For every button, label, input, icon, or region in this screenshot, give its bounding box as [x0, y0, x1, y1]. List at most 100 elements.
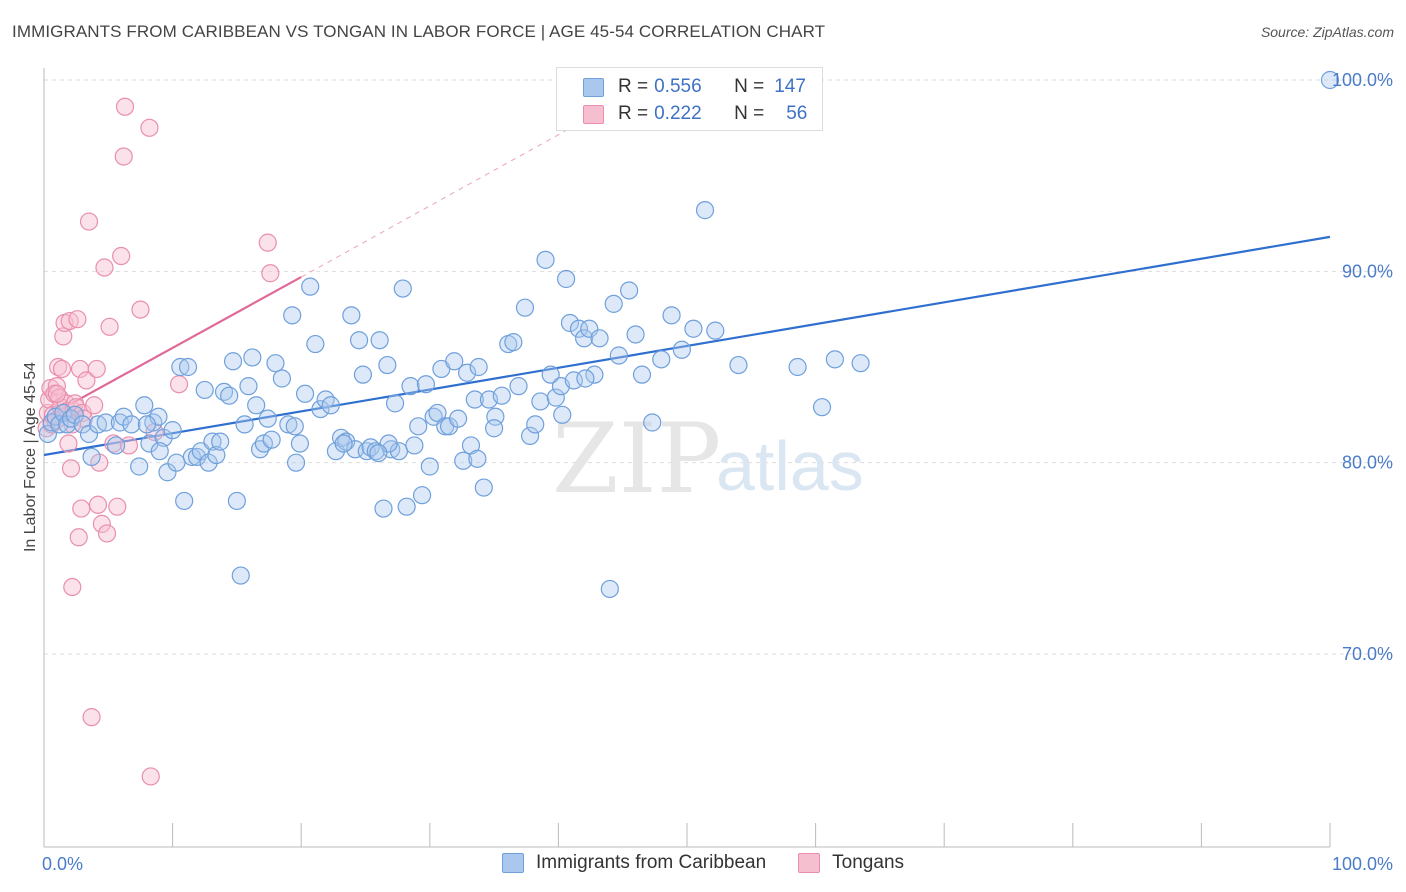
tongan-point — [85, 396, 104, 415]
caribbean-point — [290, 434, 310, 453]
caribbean-point — [695, 201, 715, 220]
caribbean-point — [301, 277, 320, 296]
caribbean-point — [227, 491, 246, 511]
caribbean-point — [211, 432, 230, 451]
tongan-point — [79, 212, 99, 231]
legend-label-caribbean: Immigrants from Caribbean — [535, 852, 767, 873]
caribbean-point — [526, 415, 545, 434]
legend-item-tongans[interactable]: Tongans — [798, 852, 904, 874]
caribbean-point — [135, 396, 154, 415]
tongan-point — [72, 499, 91, 518]
caribbean-point — [620, 281, 639, 300]
caribbean-point — [295, 384, 315, 403]
caribbean-point — [626, 325, 645, 344]
caribbean-point — [405, 436, 424, 455]
caribbean-point — [609, 346, 628, 365]
caribbean-points — [38, 70, 1340, 599]
legend-item-caribbean[interactable]: Immigrants from Caribbean — [501, 852, 767, 874]
tongan-point — [88, 495, 108, 514]
y-tick-labels: 70.0% 80.0% 90.0% 100.0% — [1332, 70, 1393, 664]
tongan-point — [61, 459, 81, 478]
caribbean-point — [207, 445, 226, 465]
caribbean-point — [279, 415, 298, 434]
caribbean-point — [600, 579, 619, 599]
caribbean-point — [137, 415, 156, 434]
legend-row-caribbean: R = 0.556 N = 147 — [583, 75, 806, 99]
legend-n-value: 56 — [786, 103, 808, 124]
caribbean-point — [195, 380, 214, 400]
legend-r-label: R = — [618, 103, 649, 124]
caribbean-point — [662, 306, 681, 325]
caribbean-point — [370, 331, 389, 350]
tongan-point — [54, 327, 73, 346]
caribbean-point — [531, 392, 550, 411]
caribbean-point — [401, 377, 420, 396]
caribbean-point — [560, 313, 580, 333]
caribbean-point — [182, 447, 201, 467]
tongan-point — [112, 246, 131, 266]
y-tick-label: 70.0% — [1342, 644, 1393, 664]
legend-row-tongan: R = 0.222 N = 56 — [583, 102, 807, 126]
caribbean-point — [167, 453, 186, 472]
caribbean-point — [672, 340, 691, 359]
caribbean-point — [243, 348, 262, 367]
caribbean-point — [378, 355, 397, 375]
caribbean-point — [474, 478, 493, 497]
caribbean-point — [393, 279, 412, 298]
caribbean-point — [374, 499, 393, 518]
legend-swatch-pink — [583, 104, 604, 124]
tongan-point — [87, 359, 106, 379]
caribbean-point — [485, 419, 504, 438]
caribbean-point — [1320, 70, 1340, 90]
grid-lines — [44, 79, 1390, 655]
caribbean-point — [175, 491, 194, 511]
caribbean-point — [445, 352, 464, 371]
caribbean-point — [306, 334, 325, 354]
caribbean-point — [684, 319, 703, 338]
caribbean-point — [706, 321, 725, 340]
legend-n-value: 147 — [774, 76, 806, 97]
caribbean-point — [266, 354, 285, 373]
caribbean-point — [788, 357, 807, 377]
caribbean-point — [286, 453, 306, 472]
y-tick-label: 100.0% — [1332, 70, 1393, 90]
caribbean-point — [283, 306, 302, 325]
tongan-point — [114, 147, 133, 166]
tongan-point — [108, 497, 127, 516]
caribbean-point — [457, 363, 477, 382]
caribbean-trend-line — [43, 235, 1331, 457]
caribbean-point — [285, 417, 304, 436]
tongan-point — [100, 317, 119, 336]
tongan-point — [119, 436, 138, 455]
tongan-trend-extension — [300, 98, 623, 278]
caribbean-point — [564, 371, 583, 390]
tongan-point — [141, 767, 160, 786]
tongan-point — [258, 233, 277, 252]
legend-label-tongans: Tongans — [832, 852, 905, 873]
y-axis-label: In Labor Force | Age 45-54 — [22, 362, 39, 552]
caribbean-point — [486, 407, 505, 426]
x-tick-label: 100.0% — [1332, 854, 1393, 874]
tongan-point — [47, 384, 66, 403]
caribbean-point — [130, 457, 149, 476]
caribbean-point — [521, 426, 540, 445]
legend-r-value: 0.222 — [654, 103, 702, 124]
caribbean-point — [96, 413, 115, 432]
caribbean-point — [468, 449, 487, 468]
caribbean-point — [321, 396, 340, 415]
tongan-point — [145, 422, 164, 442]
legend-swatch-blue — [501, 853, 524, 873]
caribbean-point — [239, 377, 258, 396]
x-tick-labels: 0.0% 100.0% — [42, 854, 1393, 874]
tongan-point — [69, 528, 88, 547]
caribbean-point — [536, 250, 555, 269]
trend-lines — [43, 98, 1331, 457]
caribbean-point — [812, 398, 832, 417]
caribbean-point — [851, 354, 870, 373]
caribbean-point — [632, 365, 652, 384]
caribbean-point — [729, 355, 748, 375]
caribbean-point — [412, 486, 432, 505]
caribbean-point — [220, 386, 239, 405]
caribbean-point — [604, 294, 623, 313]
